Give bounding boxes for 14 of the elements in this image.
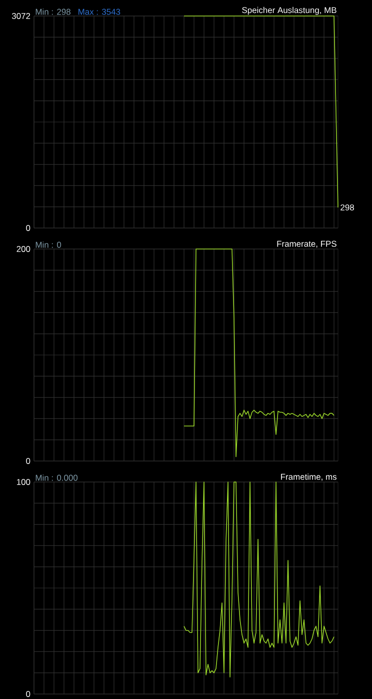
y-tick-label: 0 [26, 458, 30, 464]
text: Min : 298 [36, 8, 70, 15]
y-tick-label: 0 [26, 691, 30, 697]
chart-title: Framerate, FPS [277, 240, 336, 248]
y-tick-label: 100 [16, 479, 30, 485]
text: Min : 0 [36, 242, 62, 248]
y-tick-label: 3072 [12, 13, 30, 19]
y-tick-label: 0 [26, 225, 30, 231]
chart-title: Speicher Auslastung, MB [242, 6, 336, 15]
data-label: 298 [340, 204, 354, 210]
chart-title: Frametime, ms [281, 474, 336, 481]
text: Max : 3543 [78, 8, 120, 15]
y-tick-label: 200 [16, 246, 30, 252]
text: Min : 0.000 [36, 474, 78, 481]
